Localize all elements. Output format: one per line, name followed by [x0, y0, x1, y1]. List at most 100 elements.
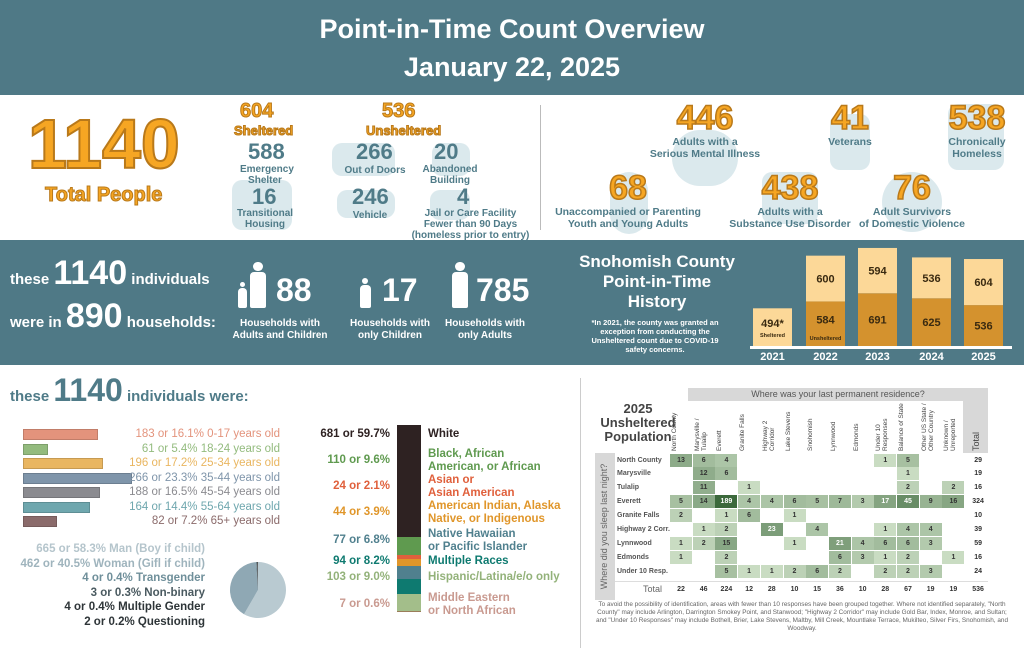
heatmap-cell: 2 — [874, 564, 897, 578]
race-label-line: Asian or — [428, 474, 475, 486]
person-body — [238, 287, 248, 308]
subpop-number: 438 — [761, 169, 819, 207]
column-total: 28 — [881, 585, 890, 593]
heatmap-cell: 4 — [919, 523, 942, 536]
heatmap-cell: 15 — [715, 536, 738, 550]
subpop-number: 68 — [608, 169, 647, 207]
row-total: 19 — [974, 470, 982, 478]
heatmap-cell: 1 — [874, 550, 897, 564]
bar-sheltered — [912, 257, 951, 299]
subpop-label: Veterans — [828, 136, 872, 148]
bar-unsheltered — [806, 301, 845, 346]
column-total: 12 — [745, 585, 753, 593]
heatmap-cell: 4 — [851, 536, 874, 550]
race-label-line: Black, African — [428, 448, 505, 460]
heatmap-footnote: To avoid the possibility of identificati… — [595, 601, 1009, 632]
section-divider-vertical — [580, 378, 581, 648]
heatmap-cell: 1 — [942, 550, 965, 564]
heatmap-title-line2: Unsheltered — [600, 415, 676, 430]
heatmap-cell: 1 — [874, 453, 897, 467]
heatmap-cell: 2 — [897, 564, 919, 578]
household-count: 785 — [476, 272, 530, 308]
vehicle-label: Vehicle — [352, 210, 388, 221]
child-figure — [238, 282, 248, 308]
column-header: Snohomish — [807, 418, 815, 451]
column-header: Lake Stevens — [784, 411, 792, 451]
heatmap-cell: 14 — [692, 495, 715, 509]
heatmap-cell: 2 — [942, 481, 965, 495]
subpop-stat: 446 Adults with a Serious Mental Illness — [625, 99, 785, 160]
gender-label: 462 or 40.5% Woman (Gifl if child) — [20, 557, 205, 570]
heatmap-cell: 6 — [715, 467, 738, 481]
total-people-label: Total People — [44, 184, 163, 207]
heatmap-cell: 6 — [806, 564, 829, 578]
households-text: households: — [126, 314, 216, 331]
row-total: 16 — [974, 553, 982, 561]
row-label: Edmonds — [617, 553, 649, 561]
heatmap-cell: 6 — [897, 536, 919, 550]
heatmap-top-header: Where was your last permanent residence? — [688, 388, 988, 401]
heatmap-cell: 1 — [670, 536, 692, 550]
bar-label: 536 — [974, 321, 992, 333]
unsheltered-number: 536 — [381, 100, 416, 123]
age-bar — [23, 487, 101, 498]
row-label: Lynnwood — [617, 539, 652, 547]
person-body — [360, 284, 371, 308]
race-label: Black, African American, or African — [428, 448, 541, 474]
unsheltered-label: Unsheltered — [365, 123, 442, 139]
gender-label: 2 or 0.2% Questioning — [84, 615, 205, 628]
subpop-number: 41 — [830, 99, 869, 137]
race-value: 94 or 8.2% — [333, 555, 390, 567]
bar-unsheltered — [964, 305, 1003, 346]
household-count: 88 — [276, 272, 312, 308]
heatmap-cell: 21 — [828, 536, 851, 550]
race-label: Hispanic/Latina/e/o only — [428, 571, 560, 584]
subpop-label: of Domestic Violence — [858, 218, 965, 230]
heatmap-cell: 13 — [670, 453, 692, 467]
heatmap-cell: 3 — [919, 564, 942, 578]
column-header: Under 10 Responses — [875, 418, 890, 451]
emergency-number: 588 — [248, 139, 285, 164]
age-bar — [23, 443, 48, 455]
gender-label: 665 or 58.3% Man (Boy if child) — [36, 543, 205, 555]
age-label: 266 or 23.3% 35-44 years old — [129, 471, 280, 484]
column-header: Balance of State — [898, 403, 905, 451]
race-label-line: Hispanic/Latina/e/o only — [428, 571, 560, 583]
race-value: 110 or 9.6% — [327, 454, 390, 466]
column-total: 28 — [767, 585, 776, 593]
households-intro: these 1140 individuals were in 890 house… — [10, 255, 216, 341]
race-label-line: Native, or Indigenous — [428, 513, 545, 525]
heatmap-cell: 4 — [738, 495, 761, 509]
column-header: Lynnwood — [829, 421, 837, 451]
bar-label: 604 — [974, 277, 993, 289]
sheltered-tag: Sheltered — [760, 333, 785, 339]
subpop-label: Unaccompanied or Parenting — [555, 206, 701, 218]
race-value: 44 or 3.9% — [333, 506, 390, 518]
race-segment — [397, 593, 421, 611]
child-icon — [360, 278, 374, 308]
race-label-line: American Indian, Alaska — [428, 500, 561, 512]
subpop-stat: 76 Adult Survivors of Domestic Violence — [832, 169, 992, 230]
abandoned-number: 20 — [434, 139, 459, 164]
row-label: Everett — [617, 498, 641, 506]
sheltered-label: Sheltered — [233, 123, 294, 139]
row-total: 59 — [974, 539, 982, 547]
bar-label: 594 — [868, 266, 887, 278]
history-chart: 494* Sheltered 2021 584 600 Unsheltered 2022 69… — [750, 247, 1012, 363]
jail-label-line1: Jail or Care Facility — [424, 208, 517, 219]
dog-tags-icon — [830, 114, 870, 170]
heart-head-icon — [672, 130, 738, 186]
row-total: 29 — [974, 456, 982, 464]
heatmap-cell: 2 — [715, 523, 738, 536]
pie-slice — [256, 562, 258, 590]
heatmap-cell: 2 — [692, 536, 715, 550]
bar-unsheltered — [912, 298, 951, 346]
column-header: Everett — [716, 430, 724, 451]
baseline — [750, 346, 1012, 349]
heatmap-cell: 6 — [828, 550, 851, 564]
heatmap-cell: 2 — [897, 550, 919, 564]
subpop-label: Adult Survivors — [872, 206, 952, 218]
heatmap-cell: 1 — [783, 536, 806, 550]
race-label: American Indian, Alaska Native, or Indige… — [428, 500, 561, 526]
individuals-text: individuals — [131, 271, 210, 288]
